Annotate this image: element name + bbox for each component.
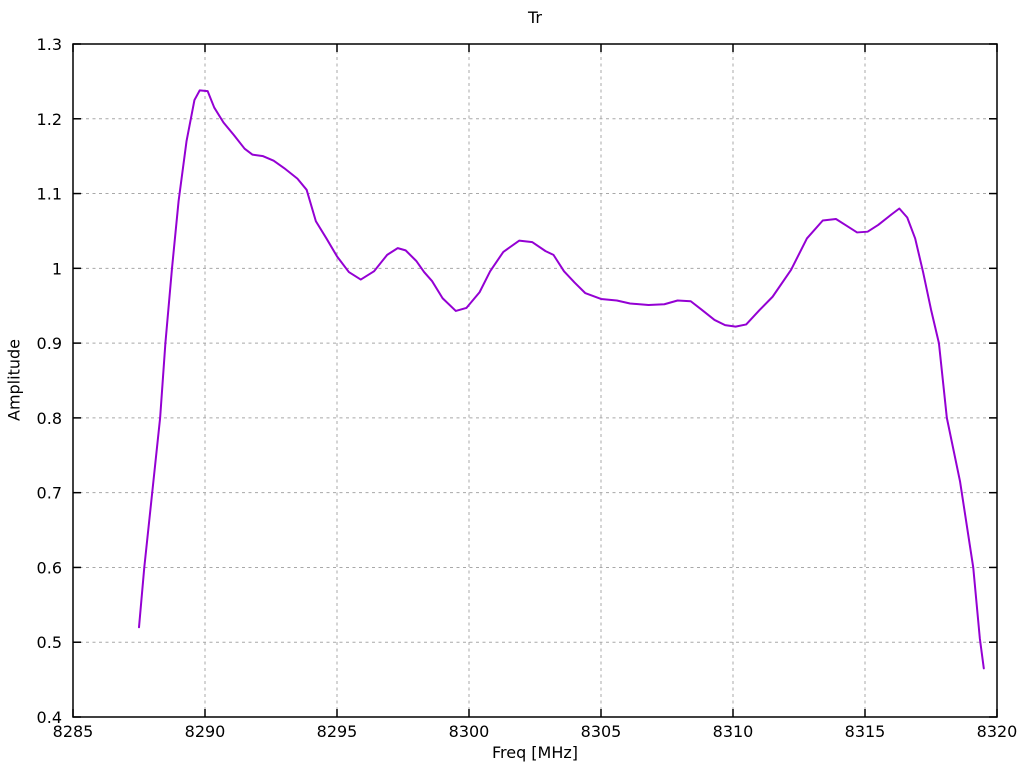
- y-tick-label: 0.7: [37, 484, 62, 503]
- x-tick-label: 8305: [581, 722, 622, 741]
- x-tick-label: 8290: [185, 722, 226, 741]
- chart-title: Tr: [528, 8, 542, 27]
- y-tick-label: 1: [52, 259, 62, 278]
- x-tick-label: 8315: [845, 722, 886, 741]
- x-tick-label: 8300: [449, 722, 490, 741]
- y-tick-label: 1.3: [37, 35, 62, 54]
- y-tick-label: 1.1: [37, 185, 62, 204]
- y-tick-label: 0.8: [37, 409, 62, 428]
- x-tick-label: 8320: [977, 722, 1018, 741]
- y-tick-label: 0.9: [37, 334, 62, 353]
- x-tick-label: 8310: [713, 722, 754, 741]
- x-tick-label: 8295: [317, 722, 358, 741]
- series-line: [138, 89, 985, 670]
- y-tick-label: 0.5: [37, 633, 62, 652]
- y-tick-label: 0.4: [37, 708, 62, 727]
- y-tick-label: 0.6: [37, 558, 62, 577]
- y-tick-label: 1.2: [37, 110, 62, 129]
- x-tick-label: 8285: [53, 722, 94, 741]
- x-axis-label: Freq [MHz]: [491, 743, 579, 762]
- plot-border: [72, 43, 998, 718]
